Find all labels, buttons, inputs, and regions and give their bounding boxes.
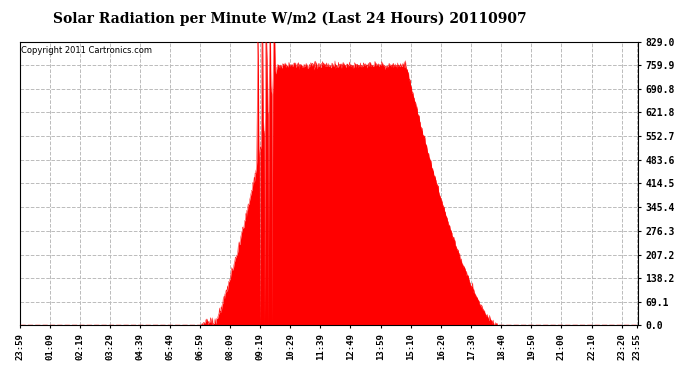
Text: Solar Radiation per Minute W/m2 (Last 24 Hours) 20110907: Solar Radiation per Minute W/m2 (Last 24… xyxy=(53,11,526,26)
Text: Copyright 2011 Cartronics.com: Copyright 2011 Cartronics.com xyxy=(21,46,152,55)
